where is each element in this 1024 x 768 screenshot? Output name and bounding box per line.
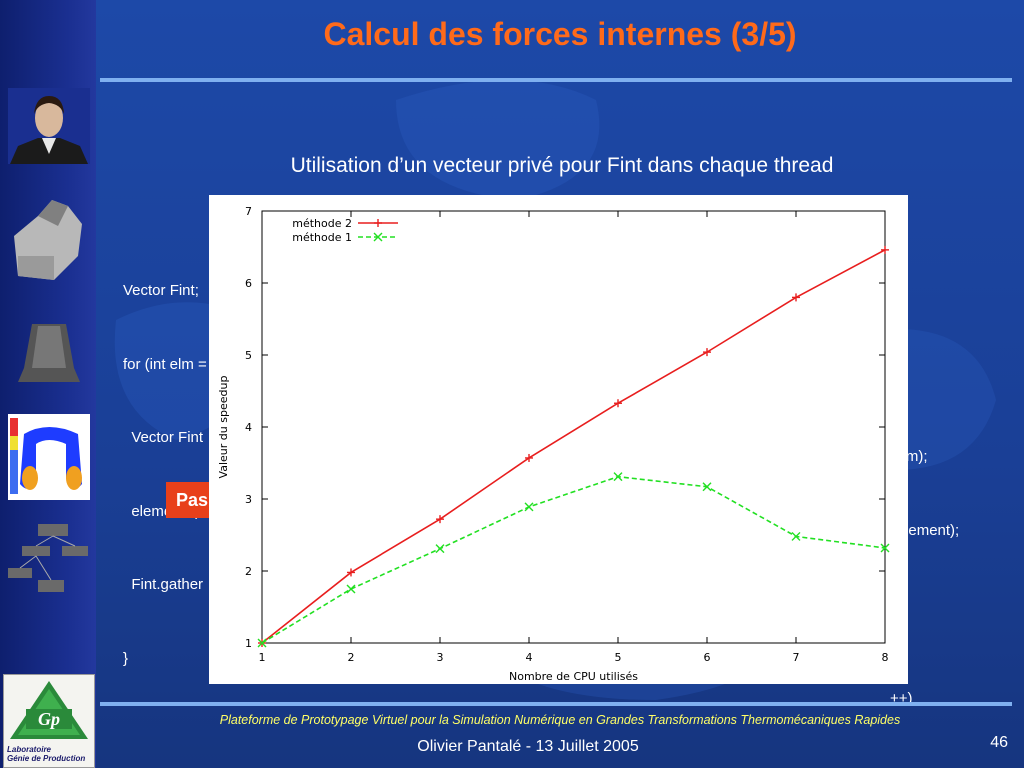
data-point-series-2: [435, 544, 445, 554]
orange-badge: Pas: [166, 482, 209, 518]
flowchart-image: [8, 524, 88, 592]
x-tick-label: 6: [704, 651, 711, 664]
gp-logo-icon: Gp: [10, 681, 88, 739]
data-point-series-2: [257, 638, 267, 648]
code-snippet-right-lower: { ++): [890, 564, 1010, 736]
code-line: }: [123, 649, 129, 667]
code-line: Fint.gather: [123, 576, 204, 593]
legend-label: méthode 1: [292, 231, 352, 244]
sidebar: Gp Laboratoire Génie de Production: [0, 0, 96, 768]
series-line-1: [261, 249, 886, 644]
x-tick-label: 8: [882, 651, 889, 664]
y-tick-label: 1: [245, 637, 252, 650]
plot-area: [261, 210, 886, 644]
logo-text: Laboratoire Génie de Production: [7, 745, 93, 763]
legend-marker: [373, 232, 383, 242]
logo-text-line1: Laboratoire: [7, 745, 52, 754]
x-tick-label: 1: [259, 651, 266, 664]
data-point-series-2: [524, 502, 534, 512]
top-divider: [100, 78, 1012, 82]
x-tick-label: 3: [437, 651, 444, 664]
code-line: Vector Fint: [123, 429, 204, 446]
logo-letters: Gp: [38, 709, 60, 729]
legend-label: méthode 2: [292, 217, 352, 230]
y-axis-label: Valeur du speedup: [217, 376, 230, 479]
code-line: Vector Fint;: [123, 282, 199, 299]
data-point-series-2: [613, 472, 623, 482]
data-point-series-2: [880, 543, 890, 553]
x-tick-label: 5: [615, 651, 622, 664]
code-line: for (int elm =: [123, 355, 207, 373]
bottom-divider: [100, 702, 1012, 706]
y-tick-label: 2: [245, 565, 252, 578]
portrait-image: [8, 88, 90, 164]
code-line: {: [890, 613, 1010, 638]
y-tick-label: 5: [245, 349, 252, 362]
mesh-part-image: [14, 200, 82, 280]
slide-title: Calcul des forces internes (3/5): [323, 16, 797, 52]
lab-logo: Gp Laboratoire Génie de Production: [3, 674, 95, 768]
deformed-cylinder-image: [18, 324, 80, 382]
footer-platform-text: Plateforme de Prototypage Virtuel pour l…: [219, 713, 901, 727]
x-tick-label: 2: [348, 651, 355, 664]
series-line-2: [261, 475, 886, 644]
x-tick-label: 4: [526, 651, 533, 664]
speedup-chart: 1 2 3 4 5 6 7 8 1 2 3 4 5 6 7 méthode 2 méthode 1 Nombr…: [209, 195, 908, 684]
logo-text-line2: Génie de Production: [7, 754, 86, 763]
data-point-series-2: [791, 531, 801, 541]
slide-subtitle: Utilisation d’un vecteur privé pour Fint…: [290, 154, 834, 177]
y-tick-label: 3: [245, 493, 252, 506]
thermal-simulation-image: [8, 414, 90, 500]
page-number: 46: [990, 734, 1008, 751]
x-axis-label: Nombre de CPU utilisés: [509, 670, 638, 683]
data-point-series-2: [346, 584, 356, 594]
y-tick-label: 6: [245, 277, 252, 290]
y-tick-label: 7: [245, 205, 252, 218]
data-point-series-2: [702, 482, 712, 492]
author-date: Olivier Pantalé - 13 Juillet 2005: [417, 738, 639, 755]
code-snippet-left: Vector Fint; for (int elm = Vector Fint …: [123, 230, 209, 696]
code-line: ++): [890, 689, 913, 707]
y-tick-label: 4: [245, 421, 252, 434]
x-tick-label: 7: [793, 651, 800, 664]
